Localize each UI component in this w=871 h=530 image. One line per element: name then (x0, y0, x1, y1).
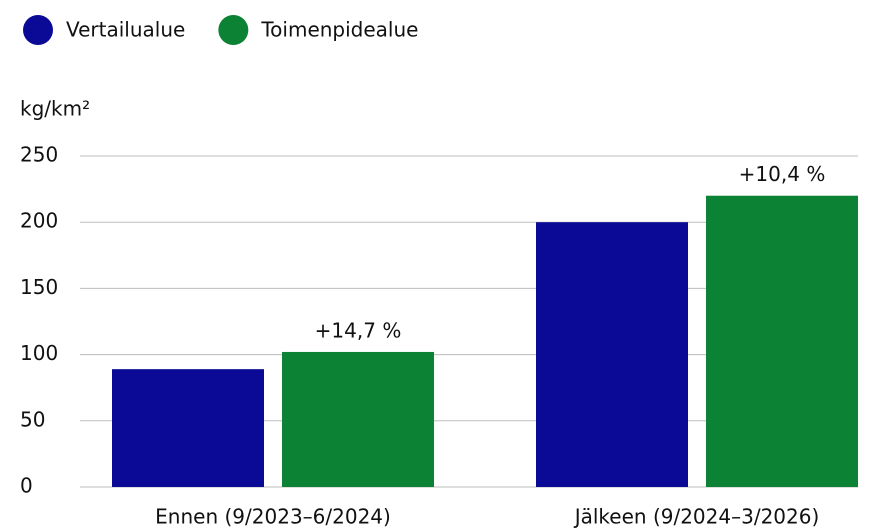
y-tick-label: 200 (20, 209, 58, 233)
legend-label: Vertailualue (66, 18, 185, 42)
legend-swatch (23, 15, 53, 45)
y-tick-label: 150 (20, 275, 58, 299)
legend-label: Toimenpidealue (260, 18, 418, 42)
bar (706, 195, 858, 487)
y-tick-label: 100 (20, 341, 58, 365)
y-axis-label: kg/km² (20, 97, 90, 121)
bar (536, 222, 688, 487)
bar (282, 351, 434, 487)
x-tick-label: Jälkeen (9/2024–3/2026) (573, 505, 820, 529)
y-tick-label: 50 (20, 407, 45, 431)
legend-swatch (218, 15, 249, 45)
y-tick-label: 0 (20, 474, 33, 498)
annotation: +10,4 % (739, 162, 826, 186)
y-tick-label: 250 (20, 143, 58, 167)
annotation: +14,7 % (315, 318, 402, 342)
x-tick-label: Ennen (9/2023–6/2024) (155, 505, 391, 529)
bar (112, 369, 264, 487)
